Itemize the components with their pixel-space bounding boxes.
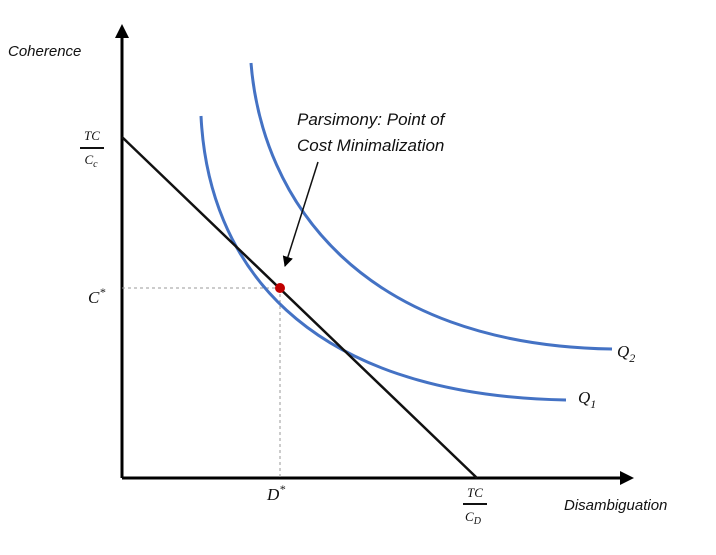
x-intercept-denominator: CD <box>465 509 482 527</box>
isoquant-q1-curve <box>199 115 567 402</box>
annotation-arrow <box>282 161 319 268</box>
annotation-line-1: Parsimony: Point of <box>297 110 447 129</box>
isoquant-q2-label-base: Q <box>617 342 629 361</box>
c-star-base: C <box>88 288 100 307</box>
y-intercept-numerator: TC <box>84 128 100 143</box>
y-intercept-denominator-sub: c <box>93 159 98 170</box>
x-intercept-denominator-sub: D <box>473 516 482 527</box>
y-axis-arrowhead <box>115 24 129 38</box>
x-intercept-numerator: TC <box>467 485 483 500</box>
x-axis-arrowhead <box>620 471 634 485</box>
annotation-line-2: Cost Minimalization <box>297 136 444 155</box>
x-intercept-denominator-base: C <box>465 509 474 524</box>
isoquant-q1-label: Q1 <box>578 388 596 411</box>
isoquant-q1-label-sub: 1 <box>590 397 596 411</box>
isoquant-q2-label-sub: 2 <box>629 351 635 365</box>
c-star-label: C* <box>88 285 105 307</box>
isoquant-q1-label-base: Q <box>578 388 590 407</box>
y-intercept-denominator-base: C <box>84 152 93 167</box>
optimum-point <box>275 283 285 293</box>
budget-line <box>121 136 478 479</box>
x-axis-title: Disambiguation <box>564 497 667 514</box>
d-star-superscript: * <box>279 482 285 496</box>
d-star-base: D <box>266 485 280 504</box>
isoquant-q2-label: Q2 <box>617 342 635 365</box>
c-star-superscript: * <box>99 285 105 299</box>
y-axis-title: Coherence <box>8 43 81 60</box>
y-intercept-denominator: Cc <box>84 152 98 170</box>
isoquant-q2-curve <box>249 62 613 351</box>
d-star-label: D* <box>266 482 285 504</box>
